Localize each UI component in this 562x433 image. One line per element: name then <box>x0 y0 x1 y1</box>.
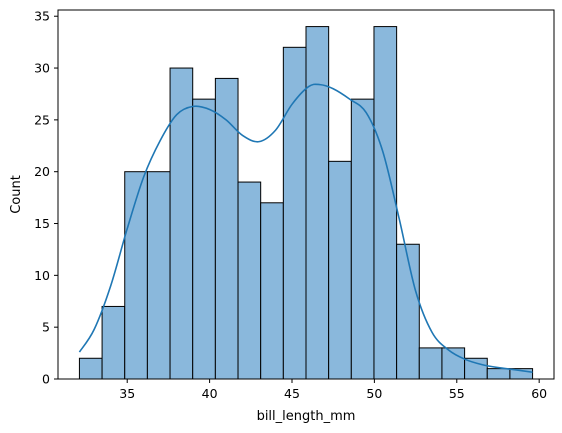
y-axis-label: Count <box>9 175 24 214</box>
histogram-bar <box>124 171 148 380</box>
histogram-bar <box>214 77 239 380</box>
histogram-bar <box>373 26 398 380</box>
y-axis: 0 5 10 15 20 25 30 35 <box>34 9 58 387</box>
histogram-bar <box>78 357 103 380</box>
y-tick-label: 15 <box>34 216 50 231</box>
y-tick-label: 20 <box>34 164 50 179</box>
x-axis: 35 40 45 50 55 60 <box>119 379 547 401</box>
y-tick-label: 35 <box>34 9 50 24</box>
histogram-bar <box>328 160 352 380</box>
histogram-bar <box>418 347 443 380</box>
histogram-bar <box>305 26 330 380</box>
histogram-bar <box>260 202 284 380</box>
histogram-bar <box>282 46 307 380</box>
histogram-bar <box>350 98 375 380</box>
x-tick-label: 50 <box>366 386 382 401</box>
histogram-bar <box>396 243 420 380</box>
histogram-bar <box>192 98 216 380</box>
histogram-bar <box>101 305 126 380</box>
bars-group <box>78 26 534 380</box>
x-tick-label: 45 <box>284 386 300 401</box>
kde-curve <box>78 83 533 374</box>
y-tick-label: 10 <box>34 268 50 283</box>
y-tick-label: 25 <box>34 112 50 127</box>
histogram-bar <box>169 67 194 380</box>
histogram-bar <box>464 357 488 380</box>
y-tick-label: 5 <box>42 320 50 335</box>
histogram-bar <box>237 181 262 380</box>
histogram-bar <box>146 171 171 380</box>
x-axis-label: bill_length_mm <box>257 409 356 424</box>
y-tick-label: 0 <box>42 372 50 387</box>
histogram-bar <box>486 368 511 380</box>
x-tick-label: 60 <box>531 386 547 401</box>
x-tick-label: 35 <box>119 386 135 401</box>
x-tick-label: 40 <box>202 386 218 401</box>
x-tick-label: 55 <box>449 386 465 401</box>
plot-frame <box>57 9 555 380</box>
y-tick-label: 30 <box>34 61 50 76</box>
